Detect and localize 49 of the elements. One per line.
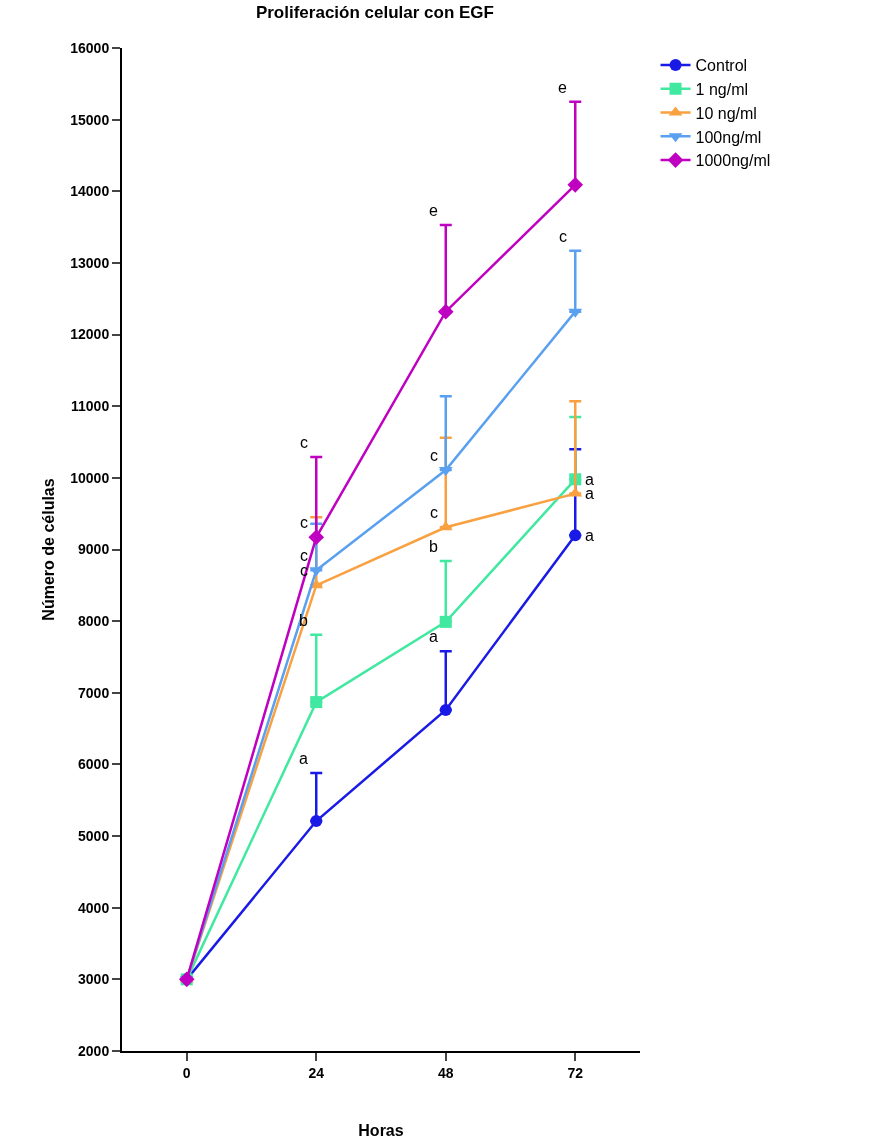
y-tick-label: 7000 <box>78 684 110 701</box>
y-tick-label: 13000 <box>70 254 110 271</box>
legend-label: 100ng/ml <box>695 128 762 146</box>
y-axis-title: Número de células <box>39 478 57 621</box>
annotation: b <box>429 538 438 555</box>
annotation: a <box>585 485 594 502</box>
annotation: c <box>300 547 308 564</box>
chart-title: Proliferación celular con EGF <box>255 2 494 22</box>
legend-label: 10 ng/ml <box>695 104 757 122</box>
annotation: c <box>430 504 438 521</box>
y-tick-label: 2000 <box>78 1042 110 1059</box>
annotation: a <box>585 527 594 544</box>
annotation: a <box>299 750 308 767</box>
y-tick-label: 10000 <box>70 469 110 486</box>
y-tick-label: 9000 <box>78 541 110 558</box>
annotation: c <box>300 514 308 531</box>
annotation: e <box>558 79 567 96</box>
annotation: a <box>429 628 438 645</box>
point <box>437 303 454 320</box>
x-tick-label: 0 <box>182 1064 191 1081</box>
point <box>310 815 323 828</box>
annotation: e <box>429 202 438 219</box>
annotation: c <box>300 434 308 451</box>
y-tick-label: 3000 <box>78 971 110 988</box>
y-tick-label: 8000 <box>78 613 110 630</box>
annotation: c <box>430 447 438 464</box>
y-tick-label: 6000 <box>78 756 110 773</box>
point <box>308 529 325 546</box>
y-tick-label: 4000 <box>78 899 110 916</box>
y-tick-label: 5000 <box>78 827 110 844</box>
legend-label: 1 ng/ml <box>695 80 749 98</box>
point <box>439 615 452 628</box>
point <box>569 529 582 542</box>
y-tick-label: 11000 <box>71 398 110 415</box>
y-tick-label: 15000 <box>70 111 110 128</box>
annotation: a <box>585 471 594 488</box>
legend-label: Control <box>695 57 748 75</box>
x-axis-title: Horas <box>358 1122 404 1139</box>
x-tick-label: 24 <box>308 1064 325 1081</box>
x-tick-label: 72 <box>567 1064 584 1081</box>
y-tick-label: 16000 <box>70 39 110 56</box>
x-tick-label: 48 <box>437 1064 454 1081</box>
y-tick-label: 14000 <box>70 183 110 200</box>
legend-label: 1000ng/ml <box>695 152 771 170</box>
annotation: c <box>559 228 567 245</box>
point <box>439 703 452 716</box>
y-tick-label: 12000 <box>70 326 110 343</box>
point <box>310 696 323 709</box>
point <box>567 177 584 193</box>
